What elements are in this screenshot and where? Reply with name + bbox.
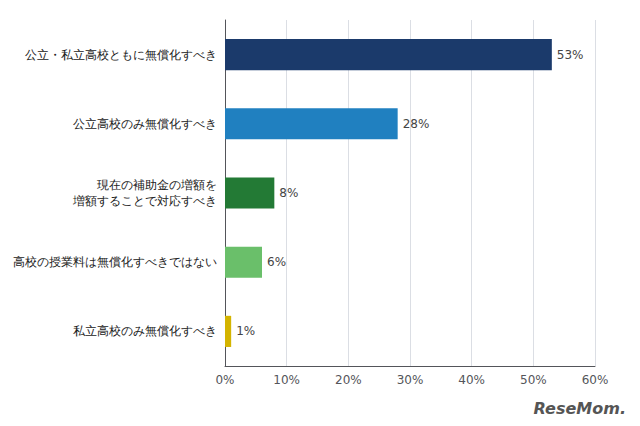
svg-text:増額することで対応すべき: 増額することで対応すべき <box>72 194 217 208</box>
svg-text:20%: 20% <box>335 373 362 387</box>
svg-text:40%: 40% <box>458 373 485 387</box>
svg-text:1%: 1% <box>236 324 255 338</box>
svg-text:28%: 28% <box>403 117 430 131</box>
svg-text:30%: 30% <box>397 373 424 387</box>
svg-text:公立・私立高校ともに無償化すべき: 公立・私立高校ともに無償化すべき <box>25 48 217 62</box>
svg-text:公立高校のみ無償化すべき: 公立高校のみ無償化すべき <box>73 117 217 131</box>
svg-text:50%: 50% <box>520 373 547 387</box>
svg-text:ReseMom.: ReseMom. <box>534 399 626 418</box>
svg-text:0%: 0% <box>215 373 234 387</box>
svg-text:8%: 8% <box>279 186 298 200</box>
svg-text:現在の補助金の増額を: 現在の補助金の増額を <box>97 178 217 192</box>
svg-text:6%: 6% <box>267 255 286 269</box>
svg-text:10%: 10% <box>273 373 300 387</box>
svg-text:53%: 53% <box>557 48 584 62</box>
svg-text:60%: 60% <box>582 373 609 387</box>
svg-text:高校の授業料は無償化すべきではない: 高校の授業料は無償化すべきではない <box>13 255 217 269</box>
svg-text:私立高校のみ無償化すべき: 私立高校のみ無償化すべき <box>73 324 217 338</box>
